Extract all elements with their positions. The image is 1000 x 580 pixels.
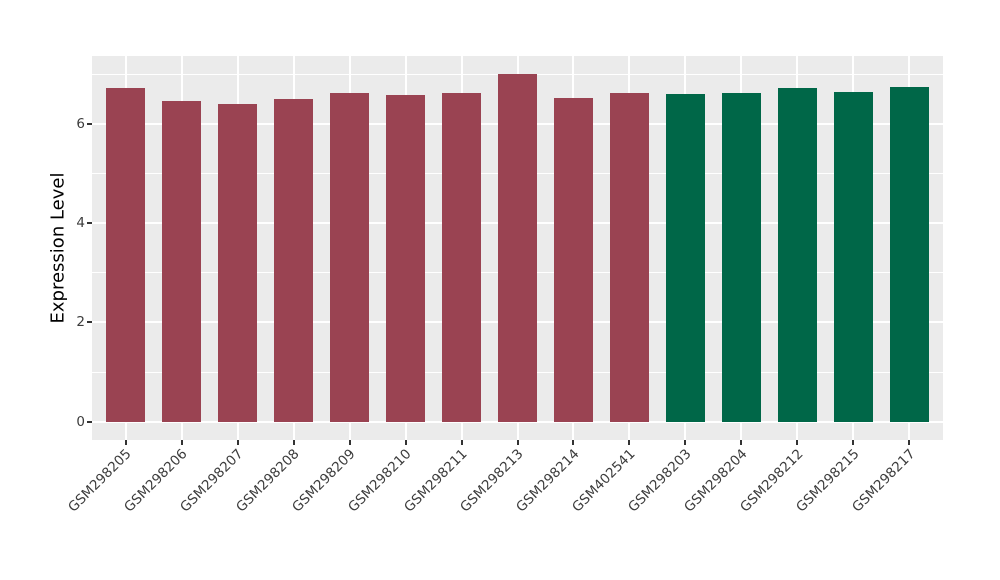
x-tick-mark: [628, 440, 631, 445]
y-tick-label: 4: [76, 215, 85, 232]
x-tick-mark: [348, 440, 351, 445]
y-gridline-major: [92, 420, 943, 423]
bar: [721, 93, 762, 422]
bar: [105, 88, 146, 422]
x-tick-mark: [684, 440, 687, 445]
x-tick-mark: [796, 440, 799, 445]
x-tick-mark: [236, 440, 239, 445]
bar: [161, 101, 202, 422]
bar: [889, 86, 929, 422]
y-tick-label: 2: [76, 314, 85, 331]
bar: [777, 88, 818, 422]
bar: [385, 95, 426, 422]
bar: [665, 94, 706, 422]
x-tick-mark: [180, 440, 183, 445]
x-tick-mark: [852, 440, 855, 445]
x-tick-mark: [516, 440, 519, 445]
bar: [329, 93, 370, 422]
y-tick-mark: [87, 222, 92, 225]
bar: [441, 93, 482, 422]
bar: [273, 99, 314, 422]
x-tick-mark: [404, 440, 407, 445]
bar: [553, 98, 594, 422]
y-tick-label: 0: [76, 413, 85, 430]
bar: [833, 92, 873, 422]
y-tick-mark: [87, 420, 92, 423]
x-tick-mark: [740, 440, 743, 445]
x-tick-mark: [460, 440, 463, 445]
x-tick-mark: [572, 440, 575, 445]
y-tick-mark: [87, 122, 92, 125]
x-tick-mark: [292, 440, 295, 445]
bar: [497, 74, 538, 422]
x-tick-mark: [908, 440, 911, 445]
bar: [609, 93, 650, 422]
y-tick-mark: [87, 321, 92, 324]
bar: [217, 103, 258, 422]
y-tick-label: 6: [76, 115, 85, 132]
x-tick-mark: [124, 440, 127, 445]
y-axis-title: Expression Level: [47, 172, 69, 324]
plot-panel: [92, 56, 943, 440]
